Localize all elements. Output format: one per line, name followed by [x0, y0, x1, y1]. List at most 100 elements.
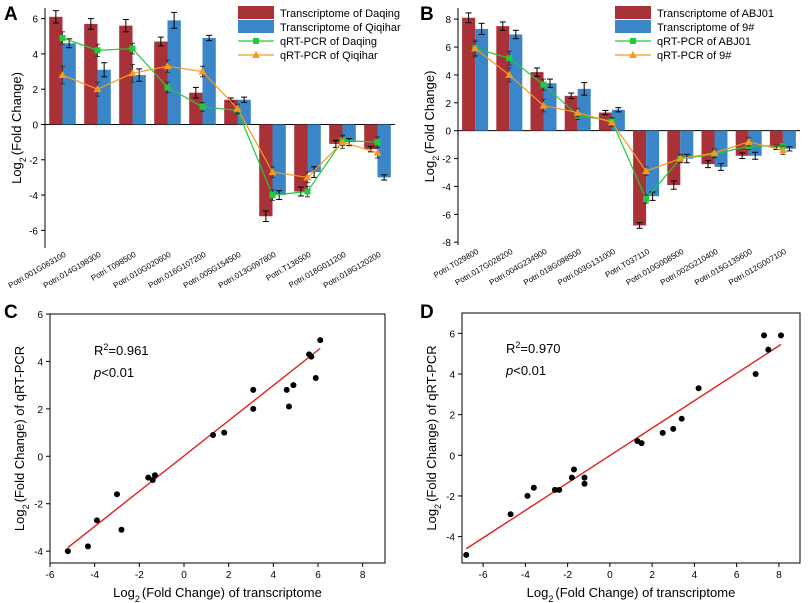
- y-axis-label: Log2(Fold Change) of qRT-PCR: [12, 346, 31, 531]
- category-label: Potri.017G028200: [454, 247, 515, 288]
- qrt-point: [164, 84, 171, 91]
- bar: [509, 34, 523, 131]
- bar: [714, 130, 728, 167]
- legend-label: Transcriptome of 9#: [657, 22, 755, 34]
- x-tick-label: 0: [607, 570, 613, 581]
- y-tick-label: 0: [32, 120, 38, 131]
- x-axis-label: Log2 (Fold Change) of transcriptome: [113, 585, 322, 603]
- bar: [272, 124, 286, 196]
- y-tick-label: 2: [32, 85, 38, 96]
- qrt-point: [643, 195, 650, 202]
- bar: [62, 43, 76, 125]
- data-point: [151, 472, 158, 479]
- x-tick-label: -6: [479, 570, 488, 581]
- category-label: Potri.010G020600: [112, 250, 173, 291]
- qrt-point: [163, 62, 172, 70]
- data-point: [145, 474, 152, 481]
- category-label: Potri.016G107200: [147, 250, 208, 291]
- y-tick-label: 4: [37, 357, 43, 368]
- bar: [530, 72, 544, 131]
- data-point: [551, 486, 558, 493]
- data-point: [556, 486, 563, 493]
- y-tick-label: 4: [445, 71, 451, 82]
- y-axis-label: Log2(Fold Change): [9, 72, 28, 184]
- qrt-point: [304, 188, 311, 195]
- category-label: Potri.003G131000: [556, 247, 617, 288]
- x-tick-label: -6: [46, 570, 55, 581]
- plot-frame: [49, 313, 386, 564]
- y-tick-label: 6: [445, 43, 451, 54]
- qrt-point: [540, 81, 547, 88]
- bar: [49, 16, 63, 125]
- legend-marker: [253, 38, 259, 44]
- bar: [701, 130, 715, 165]
- category-label: Potri.004G234900: [488, 247, 549, 288]
- y-tick-label: -8: [442, 238, 451, 249]
- y-axis-label: Log2(Fold Change): [422, 71, 441, 183]
- qrt-point: [233, 104, 242, 112]
- data-point: [581, 474, 588, 481]
- x-tick-label: 8: [776, 570, 782, 581]
- x-tick-label: 6: [315, 570, 321, 581]
- y-tick-label: 0: [449, 451, 455, 462]
- data-point: [777, 332, 784, 339]
- data-point: [678, 415, 685, 422]
- qrt-line: [474, 47, 784, 172]
- x-tick-label: -2: [563, 570, 572, 581]
- qrt-point: [93, 85, 102, 93]
- y-tick-label: -2: [446, 492, 455, 503]
- panel-letter-d: D: [420, 302, 434, 323]
- x-tick-label: 4: [692, 570, 698, 581]
- category-label: Potri.015G135600: [693, 247, 754, 288]
- panel-d-scatter-plot: -6 -4 -2 0 2 4 6 8 -4 -2 0 2 4 6 Log2 (Fold Change) of …: [424, 312, 801, 603]
- category-label: Potri.012G007100: [727, 247, 788, 288]
- y-tick-label: 4: [32, 50, 38, 61]
- legend-label: Transcriptome of ABJ01: [657, 8, 774, 20]
- bar: [342, 124, 356, 143]
- bar: [598, 112, 612, 131]
- data-point: [695, 385, 702, 392]
- category-label: Potri.001G063100: [7, 250, 68, 291]
- p-value-annotation: p<0.01: [93, 365, 134, 380]
- bar: [462, 17, 476, 131]
- data-point: [463, 551, 470, 558]
- data-point: [118, 526, 125, 533]
- data-point: [317, 337, 324, 344]
- data-point: [638, 440, 645, 447]
- y-tick-label: -4: [34, 547, 43, 558]
- bar: [769, 130, 783, 148]
- category-label: Potri.014G198300: [42, 250, 103, 291]
- x-tick-label: 4: [271, 570, 277, 581]
- qrt-point: [199, 103, 206, 110]
- qrt-point: [58, 71, 67, 79]
- y-tick-label: 2: [449, 411, 455, 422]
- qrt-point: [374, 139, 381, 146]
- qrt-point: [676, 154, 685, 162]
- panel-a-bar-chart: -6 -4 -2 0 2 4 6 Log2(Fold Change) Potri.001G063…: [7, 6, 401, 290]
- y-tick-label: -6: [29, 226, 38, 237]
- qrt-point: [94, 47, 101, 54]
- qrt-point: [710, 148, 719, 156]
- data-point: [659, 429, 666, 436]
- qrt-point: [778, 146, 787, 154]
- qrt-point: [59, 35, 66, 41]
- qrt-point: [505, 70, 514, 78]
- data-point: [670, 425, 677, 432]
- data-point: [84, 543, 91, 550]
- legend-marker: [252, 51, 260, 58]
- panel-letter-c: C: [4, 302, 18, 323]
- qrt-point: [506, 55, 513, 62]
- x-tick-label: -4: [90, 570, 99, 581]
- legend-marker: [630, 38, 636, 44]
- bar: [577, 88, 591, 131]
- qrt-line: [62, 37, 378, 196]
- legend-label: Transcriptome of Qiqihar: [280, 22, 401, 34]
- bar: [633, 130, 647, 226]
- y-tick-label: -2: [29, 156, 38, 167]
- legend-swatch: [238, 6, 274, 19]
- qrt-point: [269, 192, 276, 199]
- panel-letter-b: B: [420, 4, 434, 25]
- bar: [364, 124, 378, 150]
